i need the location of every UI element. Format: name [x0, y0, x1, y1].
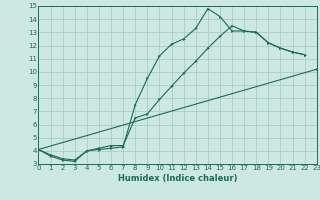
X-axis label: Humidex (Indice chaleur): Humidex (Indice chaleur)	[118, 174, 237, 183]
